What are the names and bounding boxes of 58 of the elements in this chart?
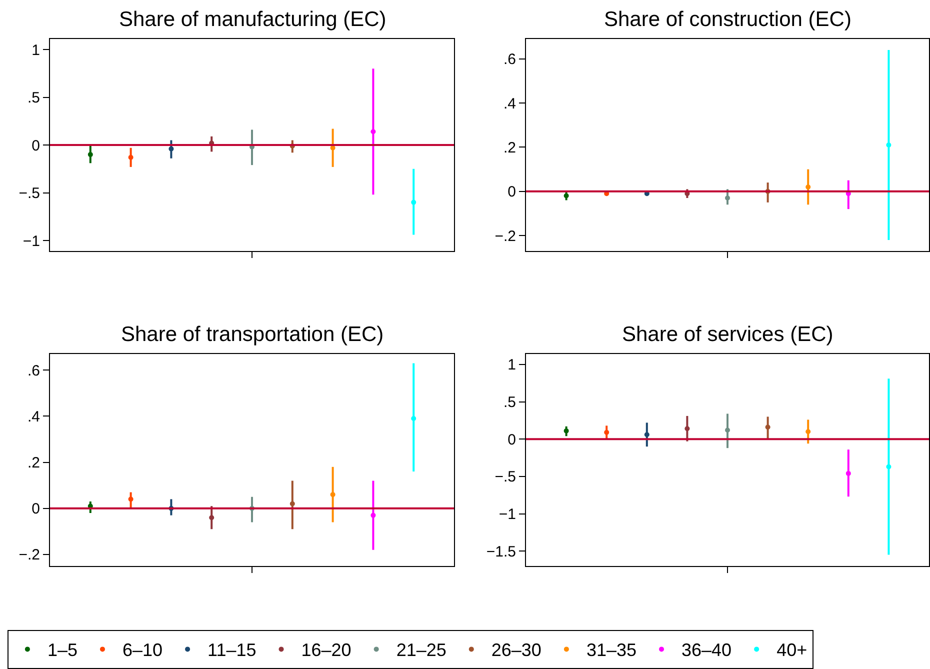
y-tick-label: −.2 (18, 546, 40, 564)
y-tick-label: .5 (503, 394, 516, 412)
point (290, 501, 295, 506)
point (644, 432, 650, 438)
y-tick-label: 1 (32, 42, 40, 59)
y-tick-label: −.5 (494, 468, 516, 486)
y-tick-label: .4 (27, 408, 40, 426)
point (806, 184, 811, 190)
y-tick-label: 0 (32, 137, 40, 154)
chart-title: Share of construction (EC) (604, 8, 852, 31)
chart-title: Share of manufacturing (EC) (119, 8, 386, 31)
y-tick-label: .2 (27, 454, 40, 472)
point (370, 129, 376, 134)
legend-label: 16–20 (301, 640, 352, 660)
point (684, 426, 690, 432)
y-tick-label: −1 (22, 232, 40, 250)
legend-label: 31–35 (586, 640, 637, 660)
point (564, 193, 569, 198)
chart-title: Share of transportation (EC) (121, 323, 384, 346)
legend-label: 11–15 (208, 640, 256, 660)
point (725, 196, 730, 200)
point (411, 416, 416, 422)
point (725, 428, 730, 433)
legend-label: 6–10 (122, 640, 163, 660)
legend-label: 40+ (776, 640, 808, 660)
point (886, 142, 892, 148)
point (564, 428, 569, 434)
point (806, 429, 811, 434)
point (765, 424, 770, 430)
point (370, 512, 376, 518)
legend-label: 26–30 (491, 640, 542, 660)
point (128, 154, 134, 160)
y-tick-label: .2 (503, 139, 516, 156)
point (886, 464, 892, 470)
y-tick-label: −.5 (18, 185, 40, 202)
y-tick-label: .6 (27, 362, 40, 380)
y-tick-label: −1 (498, 506, 516, 523)
point (209, 515, 214, 520)
legend-label: 36–40 (682, 640, 732, 660)
legend-label: 21–25 (396, 640, 446, 660)
y-tick-label: .6 (503, 51, 516, 68)
y-tick-label: .5 (27, 90, 40, 106)
y-tick-label: 0 (508, 431, 516, 448)
y-tick-label: 1 (508, 356, 516, 374)
point (168, 146, 174, 152)
point (128, 496, 134, 502)
legend-label: 1–5 (47, 640, 78, 660)
point (846, 470, 851, 476)
y-tick-label: 0 (508, 184, 516, 201)
y-tick-label: −1.5 (486, 543, 516, 560)
point (604, 430, 610, 435)
chart-title: Share of services (EC) (622, 323, 834, 346)
point (411, 200, 416, 205)
y-tick-label: 0 (32, 500, 40, 518)
point (330, 492, 336, 498)
point (88, 152, 93, 158)
y-tick-label: .4 (503, 95, 516, 112)
y-tick-label: −.2 (494, 228, 516, 245)
